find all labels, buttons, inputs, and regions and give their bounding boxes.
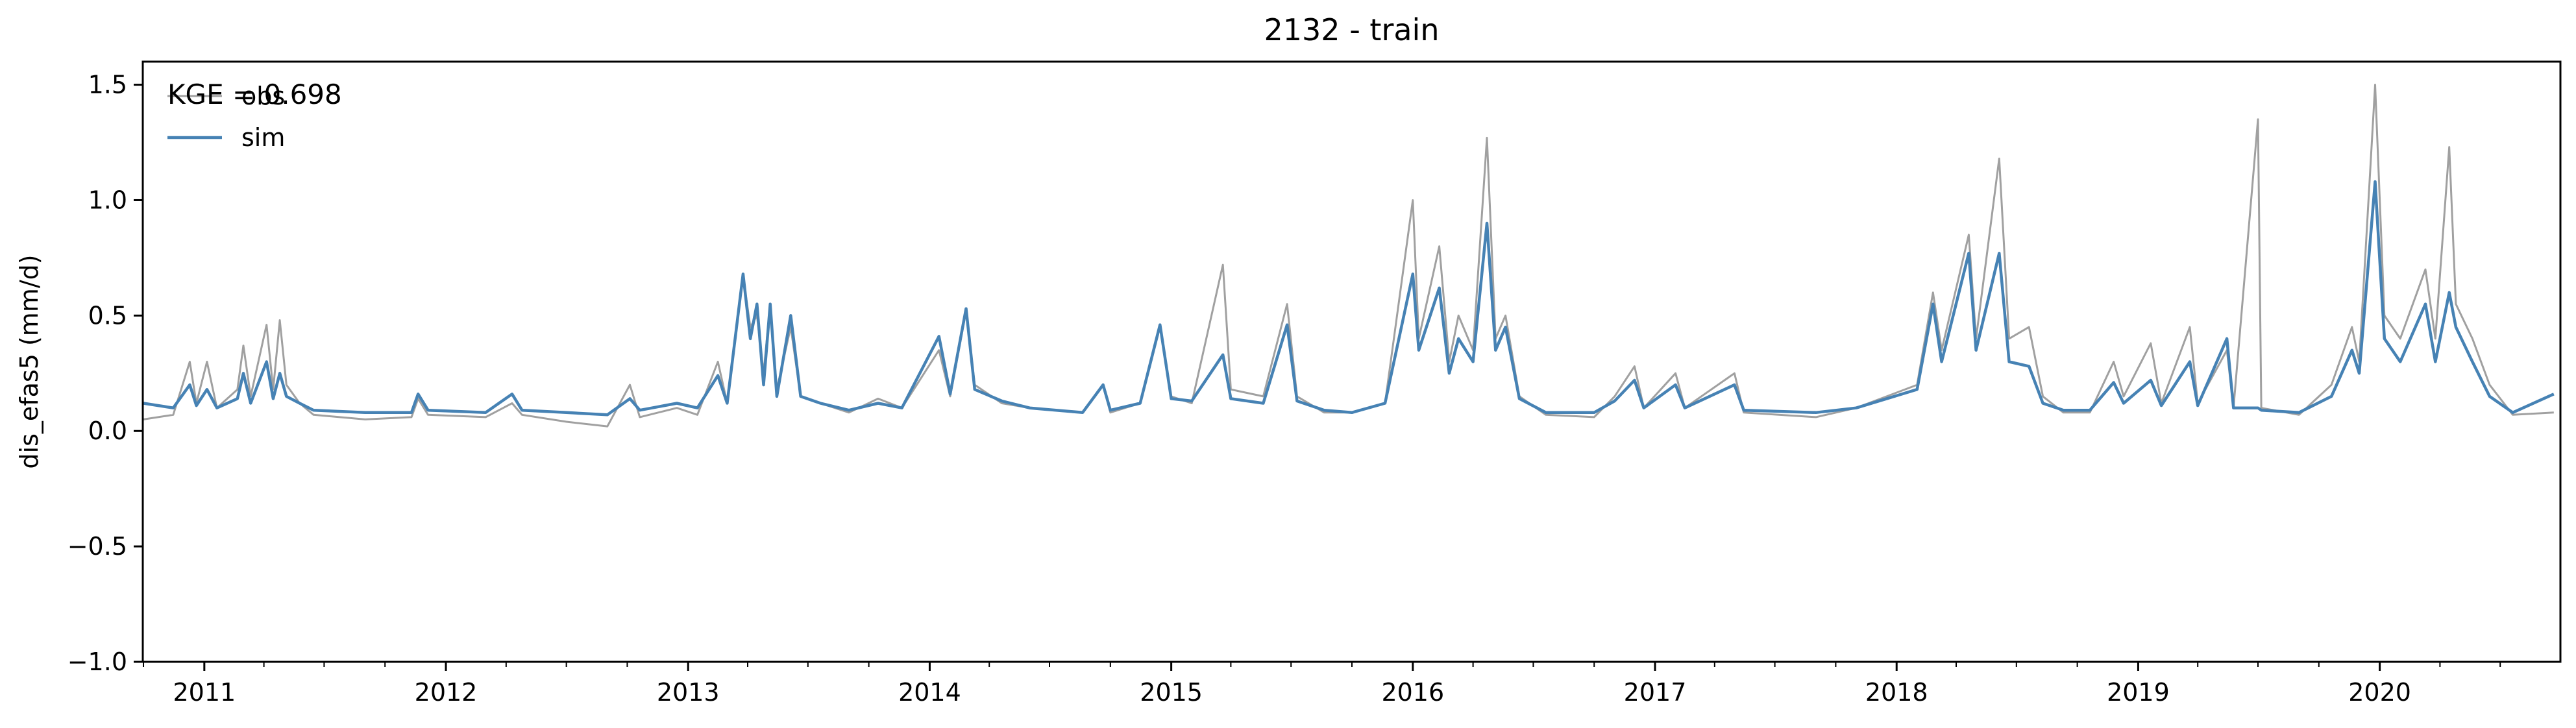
y-axis-label: dis_efas5 (mm/d) bbox=[15, 254, 43, 468]
series-line-sim bbox=[143, 180, 2555, 417]
x-tick-label: 2016 bbox=[1381, 678, 1444, 707]
x-tick-label: 2015 bbox=[1140, 678, 1203, 707]
y-tick-label: −0.5 bbox=[67, 532, 127, 561]
y-tick-label: 0.5 bbox=[88, 301, 127, 330]
plot-frame bbox=[141, 60, 2562, 663]
x-tick-label: 2018 bbox=[1865, 678, 1928, 707]
x-tick-label: 2012 bbox=[415, 678, 478, 707]
x-tick-label: 2013 bbox=[657, 678, 720, 707]
legend: obs sim bbox=[167, 82, 285, 152]
x-tick-label: 2011 bbox=[173, 678, 236, 707]
y-tick-label: −1.0 bbox=[67, 648, 127, 676]
y-tick-label: 1.0 bbox=[88, 186, 127, 214]
x-tick-label: 2019 bbox=[2107, 678, 2170, 707]
kge-annotation: KGE = 0.698 bbox=[167, 79, 342, 110]
chart-title: 2132 - train bbox=[1264, 12, 1440, 47]
x-tick-label: 2014 bbox=[898, 678, 961, 707]
x-tick-label: 2017 bbox=[1624, 678, 1687, 707]
series-layer bbox=[143, 84, 2555, 428]
y-tick-label: 1.5 bbox=[88, 71, 127, 99]
legend-label-obs: obs bbox=[241, 82, 285, 110]
axes-layer: −1.0 −0.5 0.0 0.5 1.0 1.5 2011 2012 2013 2014 2015… bbox=[67, 71, 2501, 707]
x-tick-label: 2020 bbox=[2348, 678, 2411, 707]
legend-label-sim: sim bbox=[241, 123, 285, 152]
y-tick-label: 0.0 bbox=[88, 417, 127, 445]
